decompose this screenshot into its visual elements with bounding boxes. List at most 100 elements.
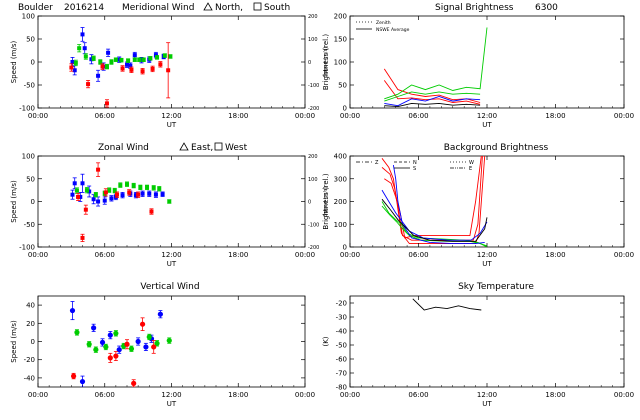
skytemp-xtick-label: 00:00 [340,391,360,399]
meridional-point [125,62,129,67]
skytemp-ytick-label: -60 [336,356,347,364]
background-ytick-label: 300 [334,175,347,183]
skytemp-xtick-label: 18:00 [545,391,565,399]
vertical-ytick-label: 0 [31,338,35,346]
zonal-point [72,181,77,186]
zonal-ylabel: Speed (m/s) [10,180,18,223]
vertical-xtick-label: 18:00 [228,391,248,399]
meridional-point [166,68,171,73]
zonal-point [91,197,96,202]
zonal-point [147,191,152,196]
vertical-ytick-label: 40 [26,302,35,310]
zonal-ytick-right-label: -100 [308,222,319,228]
meridional-point [141,57,146,62]
zonal-point [157,186,162,191]
zonal-point [118,183,123,188]
vertical-point [79,378,86,385]
zonal-point [96,167,101,172]
meridional-ytick-label: -100 [19,105,35,113]
skytemp-xtick-label: 06:00 [408,391,428,399]
vertical-point [124,341,130,347]
meridional-point [73,60,78,65]
meridional-ytick-right-label: 100 [308,37,318,43]
meridional-point [96,73,101,78]
background-title: Background Brightness [444,143,549,153]
vertical-xtick-label: 00:00 [295,391,315,399]
vertical-xaxis-label: UT [167,400,177,408]
zonal-legend-east: East, [191,143,213,153]
meridional-point [139,58,144,63]
vertical-point [86,341,92,347]
zonal-point [103,190,108,195]
vertical-data [69,301,172,387]
zonal-ytick-label: -50 [24,221,35,229]
meridional-xtick-label: 18:00 [228,112,248,120]
background-xaxis-label: UT [482,260,492,268]
signal-data [383,27,488,108]
background-series-line [381,189,488,241]
vertical-point [71,373,77,379]
zonal-point [113,194,118,199]
skytemp-series-line [412,298,482,311]
meridional-legend-north: North, [215,3,243,13]
vertical-ytick-label: 20 [26,320,35,328]
zonal-point [87,189,92,194]
meridional-point [104,64,109,69]
meridional-title-text: Meridional Wind [122,3,194,13]
background-legend-label: Z [375,160,379,166]
meridional-point [132,53,137,58]
vertical-xtick-label: 06:00 [95,391,115,399]
background-series-line [381,156,483,241]
meridional-point [91,56,96,61]
vertical-point [166,337,172,344]
zonal-ytick-label: 0 [31,198,35,206]
background-ytick-label: 400 [334,153,347,161]
vertical-point [113,353,119,359]
signal-legend-label: Zenith [376,20,391,26]
meridional-legend-south: South [264,3,290,13]
zonal-xtick-label: 00:00 [28,251,48,259]
meridional-point [98,60,103,64]
zonal-point [114,192,119,197]
skytemp-ytick-label: -50 [336,342,347,350]
meridional-ylabel: Speed (m/s) [10,41,18,84]
vertical-title: Vertical Wind [140,282,199,292]
meridional-point [137,57,142,62]
zonal-point [84,188,89,193]
signal-xtick-label: 12:00 [477,112,497,120]
skytemp-ytick-label: -20 [336,300,347,308]
vertical-xtick-label: 12:00 [161,391,181,399]
zonal-point [80,235,85,240]
meridional-ytick-label: 0 [31,59,35,67]
meridional-point [168,54,173,59]
vertical-point [151,344,157,350]
background-xtick-label: 00:00 [614,251,634,259]
vertical-point [99,339,106,346]
zonal-point [153,192,158,197]
signal-ylabel: Brightness (rel.) [322,34,330,90]
vertical-point [113,330,119,336]
meridional-point [106,50,111,55]
south-square-icon [253,2,262,11]
vertical-ylabel: Speed (m/s) [10,320,18,363]
zonal-ytick-right-label: 200 [308,154,318,160]
meridional-point [162,53,167,58]
signal-ytick-label: 100 [334,59,347,67]
zonal-point [136,192,141,197]
zonal-point [127,190,132,195]
zonal-xtick-label: 06:00 [95,251,115,259]
skytemp-title: Sky Temperature [458,282,534,292]
meridional-point [158,62,163,67]
background-series-line [392,165,485,245]
meridional-ytick-right-label: 200 [308,14,318,20]
meridional-ytick-label: 50 [26,36,35,44]
background-legend-label: N [413,160,417,166]
zonal-point [78,194,83,199]
signal-xtick-label: 00:00 [340,112,360,120]
background-ytick-label: 0 [343,244,347,252]
skytemp-xtick-label: 12:00 [477,391,497,399]
vertical-xtick-label: 00:00 [28,391,48,399]
meridional-point [150,66,155,71]
skytemp-ytick-label: -30 [336,314,347,322]
